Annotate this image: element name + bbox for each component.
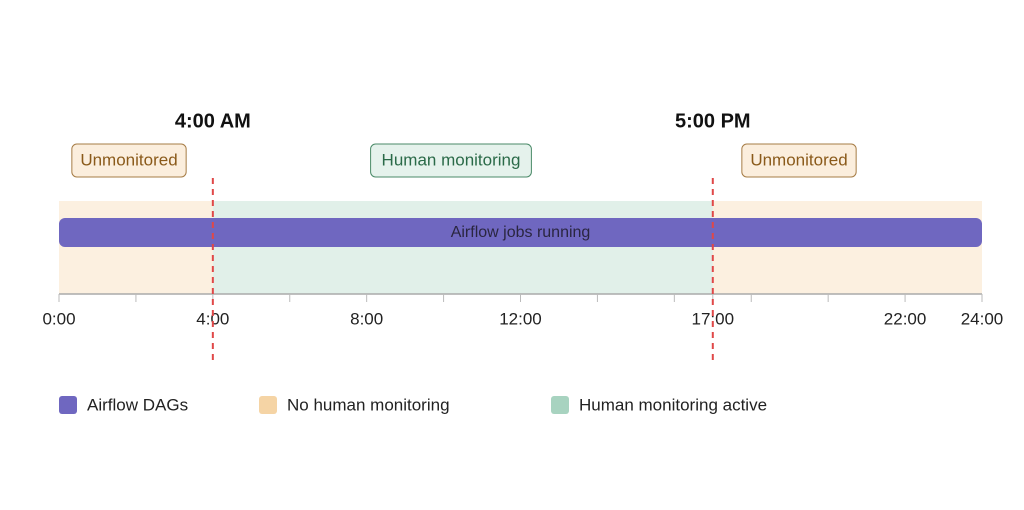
bar-label: Airflow jobs running [451, 224, 591, 241]
legend-swatch [259, 396, 277, 414]
bar [59, 218, 982, 247]
band [59, 201, 213, 294]
legend-label: Airflow DAGs [87, 395, 188, 414]
legend-swatch [59, 396, 77, 414]
band [212, 201, 713, 294]
x-tick-label: 4:00 [196, 309, 229, 328]
legend-label: Human monitoring active [579, 395, 767, 414]
x-tick-label: 22:00 [884, 309, 927, 328]
x-tick-label: 17:00 [692, 309, 735, 328]
legend-label: No human monitoring [287, 395, 450, 414]
band-label-box [370, 143, 532, 178]
band-label: Unmonitored [80, 150, 177, 169]
x-tick-label: 12:00 [499, 309, 542, 328]
marker-label: 5:00 PM [675, 110, 751, 132]
band-label-box [71, 143, 187, 178]
band [712, 201, 982, 294]
legend-swatch [551, 396, 569, 414]
x-tick-label: 0:00 [42, 309, 75, 328]
band-label: Human monitoring [382, 150, 521, 169]
band-label-box [741, 143, 857, 178]
band-label: Unmonitored [750, 150, 847, 169]
x-tick-label: 24:00 [961, 309, 1004, 328]
marker-label: 4:00 AM [175, 110, 251, 132]
x-tick-label: 8:00 [350, 309, 383, 328]
